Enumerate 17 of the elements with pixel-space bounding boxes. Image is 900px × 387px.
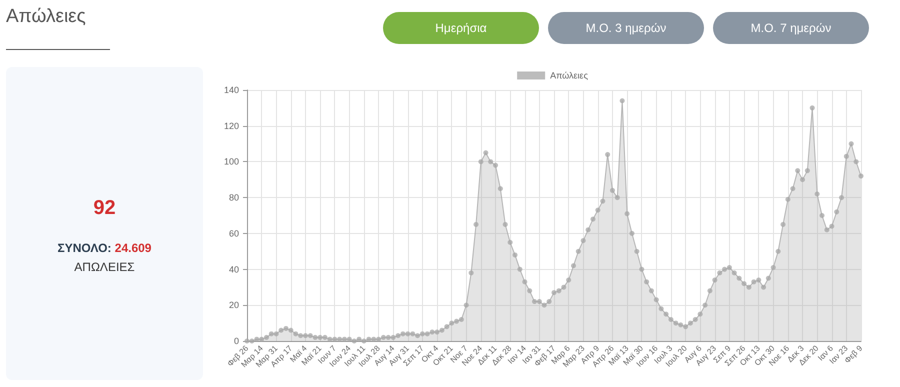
- y-tick-label: 20: [228, 300, 239, 310]
- y-tick-label: 0: [234, 336, 239, 346]
- text: Μ.Ο. 3 ημερών: [548, 12, 704, 44]
- y-tick-label: 80: [228, 192, 239, 203]
- y-tick-label: 120: [224, 120, 239, 131]
- text: Μ.Ο. 7 ημερών: [713, 12, 869, 44]
- y-tick-label: 60: [228, 228, 239, 238]
- text: 92: [92, 197, 117, 220]
- text: Ημερήσια: [383, 12, 539, 44]
- text: ΑΠΩΛΕΙΕΣ: [73, 260, 136, 274]
- text: ΣΥΝΟΛΟ:: [58, 241, 112, 255]
- text: 24.609: [114, 241, 152, 255]
- legend-label: Απώλειες: [550, 70, 589, 80]
- y-tick-label: 140: [224, 85, 239, 95]
- y-tick-label: 40: [228, 264, 239, 274]
- text: Απώλειες: [6, 6, 86, 28]
- y-tick-label: 100: [224, 156, 239, 167]
